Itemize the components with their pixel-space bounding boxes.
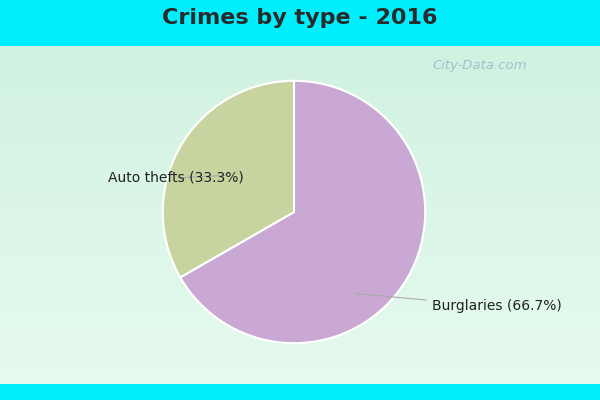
Text: Crimes by type - 2016: Crimes by type - 2016 xyxy=(162,8,438,28)
Text: Auto thefts (33.3%): Auto thefts (33.3%) xyxy=(107,171,244,185)
Wedge shape xyxy=(163,81,294,277)
Text: City-Data.com: City-Data.com xyxy=(433,60,527,72)
Wedge shape xyxy=(180,81,425,343)
Text: Burglaries (66.7%): Burglaries (66.7%) xyxy=(356,294,562,314)
